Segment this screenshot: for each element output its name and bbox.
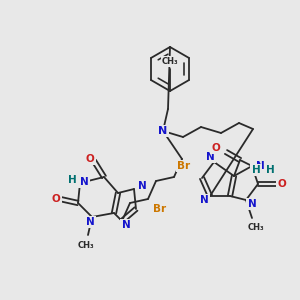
Text: CH₃: CH₃ (248, 224, 264, 232)
Text: N: N (87, 242, 88, 244)
Text: N: N (138, 181, 146, 191)
Text: O: O (85, 154, 94, 164)
Text: N: N (85, 217, 94, 227)
Text: N: N (200, 195, 208, 205)
Text: O: O (212, 143, 220, 153)
Text: N: N (158, 126, 168, 136)
Text: N: N (256, 161, 264, 171)
Text: H: H (266, 165, 274, 175)
Text: CH₃: CH₃ (78, 241, 94, 250)
Text: CH₃: CH₃ (162, 56, 178, 65)
Text: H: H (252, 165, 260, 175)
Text: O: O (278, 179, 286, 189)
Text: N: N (248, 199, 256, 209)
Text: Br: Br (177, 161, 190, 171)
Text: Br: Br (153, 204, 167, 214)
Text: H: H (68, 175, 76, 185)
Text: N: N (122, 220, 130, 230)
Text: N: N (80, 177, 88, 187)
Text: O: O (52, 194, 60, 204)
Text: N: N (206, 152, 214, 162)
